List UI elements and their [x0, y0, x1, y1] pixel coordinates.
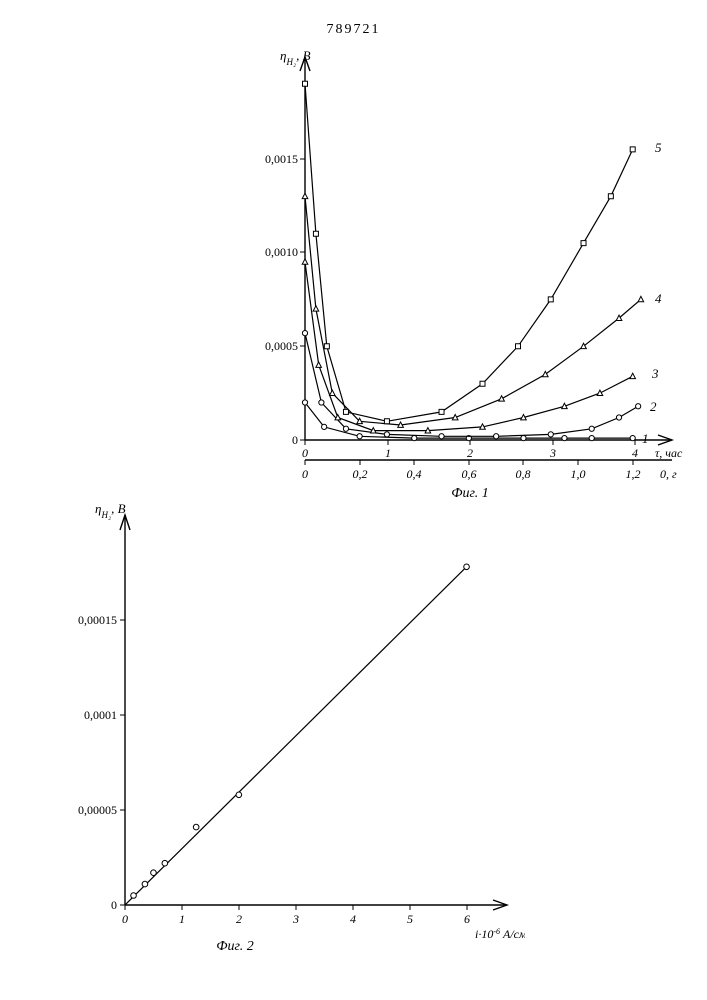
svg-text:5: 5: [655, 140, 662, 155]
svg-text:5: 5: [407, 912, 413, 926]
fig2-x-ticks: [125, 905, 467, 910]
fig2-y-ticks: [120, 620, 125, 905]
fig2-x-label: i·10-6 А/см²: [475, 927, 525, 942]
patent-number: 789721: [0, 22, 707, 38]
svg-text:2: 2: [650, 399, 657, 414]
fig1-x-ticks-bottom: [305, 460, 633, 465]
svg-text:0,4: 0,4: [407, 467, 422, 481]
svg-text:4: 4: [350, 912, 356, 926]
svg-text:3: 3: [292, 912, 299, 926]
svg-text:0: 0: [302, 467, 308, 481]
svg-text:1,2: 1,2: [626, 467, 641, 481]
svg-text:1: 1: [642, 431, 649, 446]
fig2-chart: 0 0,00005 0,0001 0,00015 0 1 2 3 4 5 6 η…: [45, 480, 525, 960]
svg-text:0,6: 0,6: [462, 467, 477, 481]
fig1-x-label-bottom: 0, г: [660, 467, 677, 481]
svg-text:0: 0: [292, 433, 298, 447]
svg-text:3: 3: [651, 366, 659, 381]
svg-text:0: 0: [302, 446, 308, 460]
svg-text:4: 4: [655, 291, 662, 306]
svg-text:1,0: 1,0: [571, 467, 586, 481]
fig2-caption: Фиг. 2: [216, 939, 254, 954]
fig1-axes: [300, 57, 672, 460]
svg-text:1: 1: [179, 912, 185, 926]
fig1-x-ticklabels-bottom: 0 0,2 0,4 0,6 0,8 1,0 1,2: [302, 467, 641, 481]
fig1-y-tick-labels: 0 0,0005 0,0010 0,0015: [265, 152, 298, 447]
svg-text:2: 2: [236, 912, 242, 926]
svg-text:0,0010: 0,0010: [265, 245, 298, 259]
svg-text:0,8: 0,8: [516, 467, 531, 481]
svg-text:3: 3: [549, 446, 556, 460]
svg-text:0,0015: 0,0015: [265, 152, 298, 166]
svg-text:0,2: 0,2: [353, 467, 368, 481]
svg-text:1: 1: [385, 446, 391, 460]
fig2-series: [125, 564, 469, 905]
svg-text:6: 6: [464, 912, 470, 926]
svg-text:0,0005: 0,0005: [265, 339, 298, 353]
fig2-x-tick-labels: 0 1 2 3 4 5 6: [122, 912, 470, 926]
page-root: 789721 0 0,0005 0,0010 0,0015: [0, 0, 707, 1000]
svg-text:0,00005: 0,00005: [78, 803, 117, 817]
svg-text:0: 0: [122, 912, 128, 926]
fig1-y-label: ηH₂, В: [280, 48, 311, 67]
svg-text:0,0001: 0,0001: [84, 708, 117, 722]
fig1-series: [302, 81, 643, 440]
fig1-x-ticklabels-top: 0 1 2 3 4: [302, 446, 638, 460]
fig2-y-tick-labels: 0 0,00005 0,0001 0,00015: [78, 613, 117, 912]
fig1-y-ticks: [300, 159, 305, 440]
fig2-y-label: ηH₂, В: [95, 501, 126, 520]
fig1-x-label-top: τ, час: [655, 446, 683, 460]
svg-text:2: 2: [467, 446, 473, 460]
fig1-series-labels: 1 2 3 4 5: [642, 140, 662, 446]
svg-text:4: 4: [632, 446, 638, 460]
svg-text:0,00015: 0,00015: [78, 613, 117, 627]
fig1-chart: 0 0,0005 0,0010 0,0015 0 1 2 3 4: [260, 45, 690, 500]
fig2-axes: [120, 515, 507, 910]
svg-text:0: 0: [111, 898, 117, 912]
